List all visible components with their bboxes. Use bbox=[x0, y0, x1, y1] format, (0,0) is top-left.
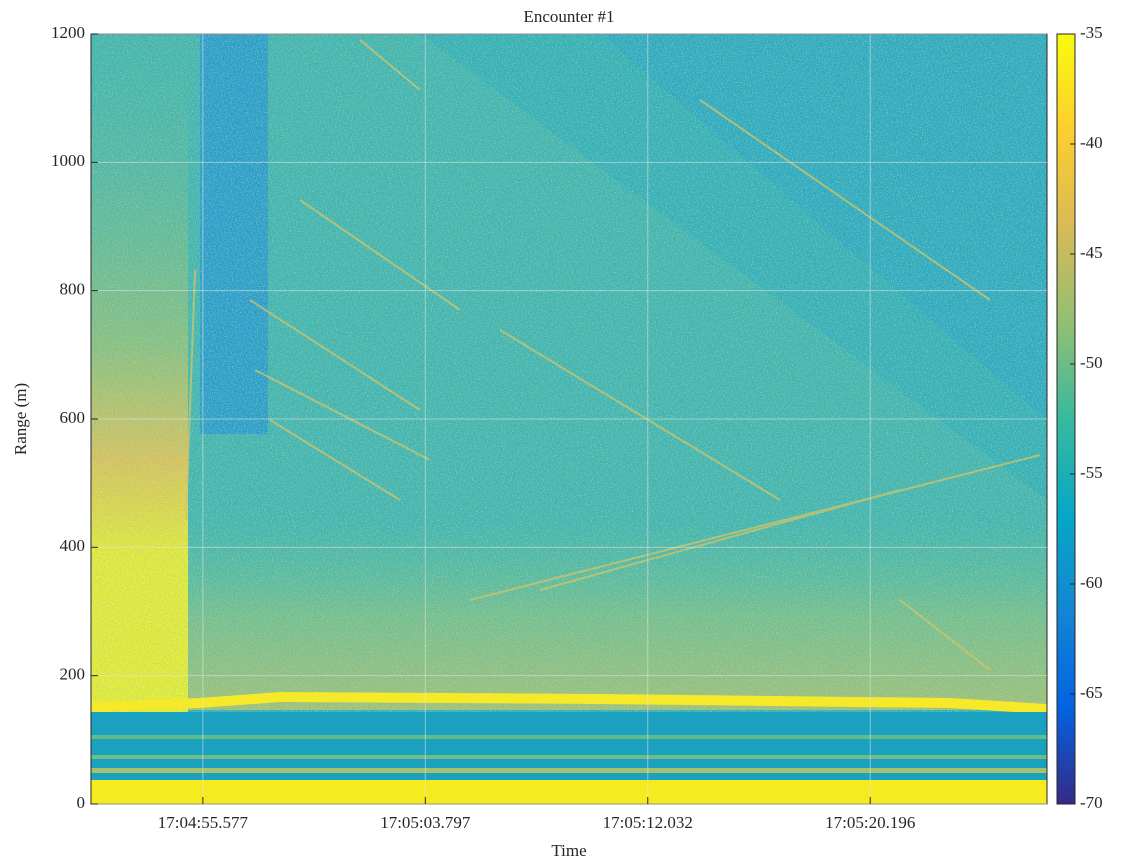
y-tick-label: 1000 bbox=[51, 151, 85, 170]
x-tick-label: 17:05:20.196 bbox=[825, 813, 915, 832]
x-tick-label: 17:05:12.032 bbox=[603, 813, 693, 832]
colorbar-tick-label: -45 bbox=[1080, 243, 1103, 262]
y-tick-label: 200 bbox=[60, 665, 86, 684]
y-tick-label: 600 bbox=[60, 408, 86, 427]
chart-title: Encounter #1 bbox=[523, 7, 614, 26]
y-tick-label: 1200 bbox=[51, 23, 85, 42]
colorbar-tick-label: -50 bbox=[1080, 353, 1103, 372]
colorbar-tick-label: -65 bbox=[1080, 683, 1103, 702]
colorbar-tick-label: -40 bbox=[1080, 133, 1103, 152]
y-tick-label: 400 bbox=[60, 536, 86, 555]
colorbar bbox=[1056, 33, 1076, 805]
y-axis-label: Range (m) bbox=[11, 383, 30, 455]
colorbar-tick-label: -55 bbox=[1080, 463, 1103, 482]
y-tick-label: 0 bbox=[77, 793, 86, 812]
colorbar-tick-label: -35 bbox=[1080, 23, 1103, 42]
x-tick-label: 17:04:55.577 bbox=[158, 813, 249, 832]
x-axis-label: Time bbox=[551, 841, 586, 860]
y-tick-label: 800 bbox=[60, 280, 86, 299]
x-tick-label: 17:05:03.797 bbox=[380, 813, 471, 832]
colorbar-tick-label: -60 bbox=[1080, 573, 1103, 592]
colorbar-tick-label: -70 bbox=[1080, 793, 1103, 812]
